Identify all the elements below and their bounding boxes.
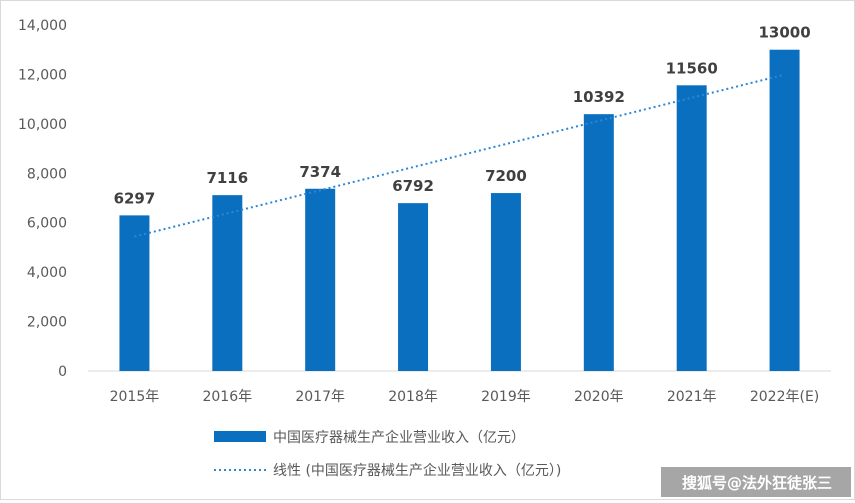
- x-tick-label: 2021年: [667, 389, 717, 405]
- x-tick-label: 2020年: [574, 389, 624, 405]
- bar-series: [119, 49, 800, 372]
- data-label: 6297: [114, 189, 156, 207]
- y-tick-label: 4,000: [27, 265, 67, 281]
- y-tick-label: 2,000: [27, 315, 67, 331]
- x-tick-label: 2019年: [481, 389, 531, 405]
- bar: [676, 85, 707, 371]
- y-tick-label: 8,000: [27, 166, 67, 182]
- y-tick-label: 0: [58, 364, 67, 380]
- x-tick-label: 2022年(E): [750, 389, 819, 405]
- data-label: 11560: [666, 59, 718, 77]
- y-axis: 0 2,000 4,000 6,000 8,000 10,000 12,000 14,000: [18, 18, 67, 380]
- bar: [305, 188, 336, 371]
- data-label: 7374: [299, 163, 341, 181]
- legend-swatch-bar: [214, 431, 266, 442]
- legend: 中国医疗器械生产企业营业收入（亿元） 线性 (中国医疗器械生产企业营业收入（亿元…: [214, 429, 561, 479]
- x-tick-label: 2016年: [202, 389, 252, 405]
- data-label: 10392: [573, 88, 625, 106]
- watermark-text: 搜狐号@法外狂徒张三: [682, 474, 832, 492]
- y-tick-label: 10,000: [18, 117, 67, 133]
- watermark: 搜狐号@法外狂徒张三: [661, 467, 851, 497]
- data-labels: 6297 7116 7374 6792 7200 10392 11560 13000: [114, 24, 811, 208]
- bar: [583, 114, 614, 372]
- bar: [398, 203, 429, 371]
- x-tick-label: 2018年: [388, 389, 438, 405]
- data-label: 7116: [206, 169, 248, 187]
- bar: [769, 49, 800, 371]
- watermark-backdrop: [661, 467, 851, 497]
- legend-label-trendline: 线性 (中国医疗器械生产企业营业收入（亿元）): [273, 462, 561, 479]
- x-tick-label: 2015年: [110, 389, 160, 405]
- y-tick-label: 6,000: [27, 216, 67, 232]
- y-tick-label: 12,000: [18, 67, 67, 83]
- bar: [212, 195, 243, 371]
- x-tick-label: 2017年: [295, 389, 345, 405]
- bar: [119, 215, 150, 371]
- x-axis: 2015年 2016年 2017年 2018年 2019年 2020年 2021年 2022年…: [88, 370, 831, 405]
- trendline: [134, 73, 785, 238]
- data-label: 6792: [392, 177, 434, 195]
- data-label: 7200: [485, 167, 527, 185]
- data-label: 13000: [758, 24, 810, 42]
- legend-label-bar: 中国医疗器械生产企业营业收入（亿元）: [273, 429, 525, 446]
- bar: [490, 193, 521, 371]
- y-tick-label: 14,000: [18, 18, 67, 34]
